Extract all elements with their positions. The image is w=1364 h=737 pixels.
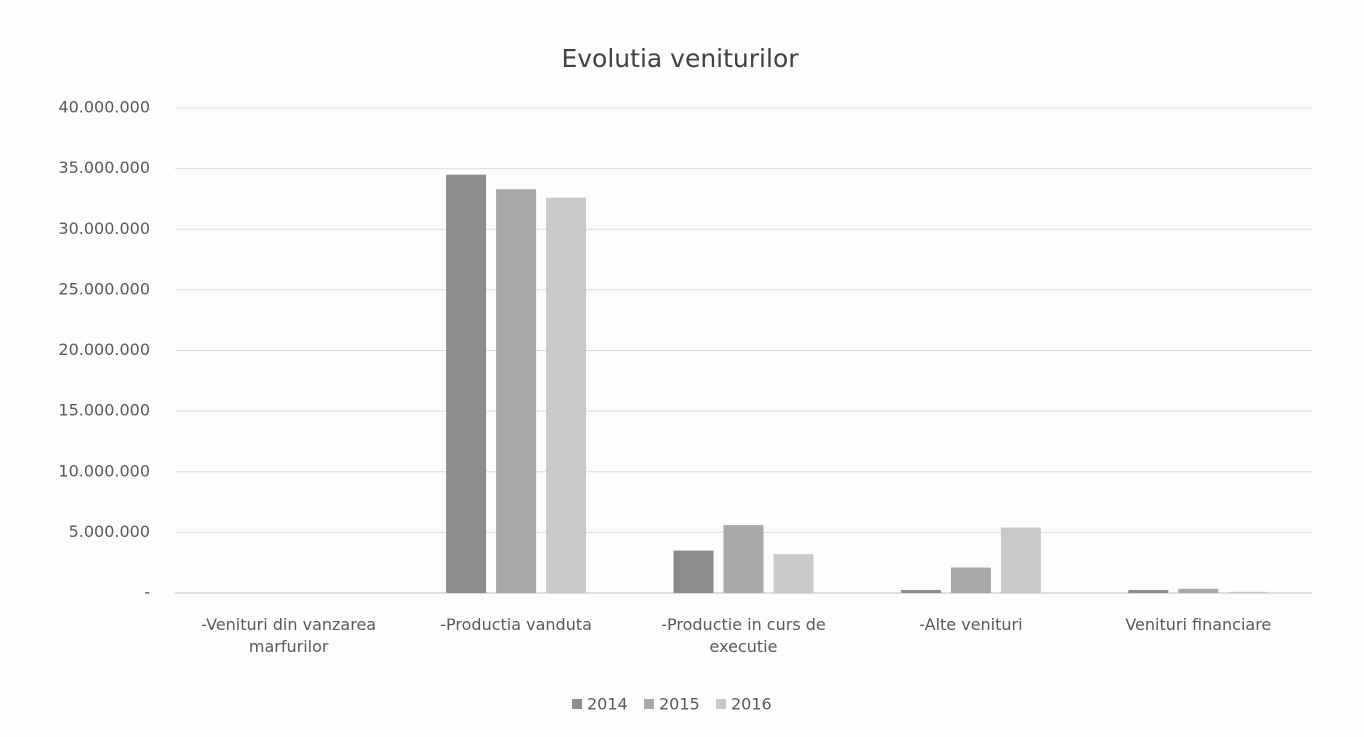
y-tick-label: 15.000.000 — [58, 401, 150, 420]
bar — [546, 197, 587, 593]
x-tick-label: -Venituri din vanzarea marfurilor — [201, 615, 377, 656]
legend-swatch — [644, 699, 654, 709]
bar — [673, 550, 714, 593]
y-tick-label: 25.000.000 — [58, 279, 150, 298]
bar — [723, 525, 764, 593]
x-tick-label: Venituri financiare — [1125, 615, 1272, 634]
bar — [950, 567, 991, 593]
bar — [446, 174, 487, 593]
bar — [1128, 589, 1169, 593]
legend-swatch — [572, 699, 582, 709]
y-tick-label: 40.000.000 — [58, 98, 150, 117]
bar — [1228, 591, 1269, 593]
legend-label: 2014 — [587, 695, 628, 714]
y-tick-label: 10.000.000 — [58, 461, 150, 480]
bar — [773, 554, 814, 593]
bar — [496, 189, 537, 594]
y-tick-label: 30.000.000 — [58, 219, 150, 238]
x-tick-label: -Alte venituri — [919, 615, 1023, 634]
legend-swatch — [716, 699, 726, 709]
legend-label: 2016 — [731, 695, 772, 714]
bar — [1178, 588, 1219, 593]
bar — [1000, 527, 1041, 593]
y-tick-label: 20.000.000 — [58, 340, 150, 359]
y-tick-label: 35.000.000 — [58, 158, 150, 177]
x-tick-label: -Productia vanduta — [440, 615, 592, 634]
bar — [900, 589, 941, 593]
chart-title: Evolutia veniturilor — [561, 44, 799, 73]
y-tick-label: - — [144, 583, 150, 602]
y-tick-label: 5.000.000 — [69, 522, 150, 541]
x-tick-label: -Productie in curs de executie — [661, 615, 826, 656]
legend-label: 2015 — [659, 695, 700, 714]
